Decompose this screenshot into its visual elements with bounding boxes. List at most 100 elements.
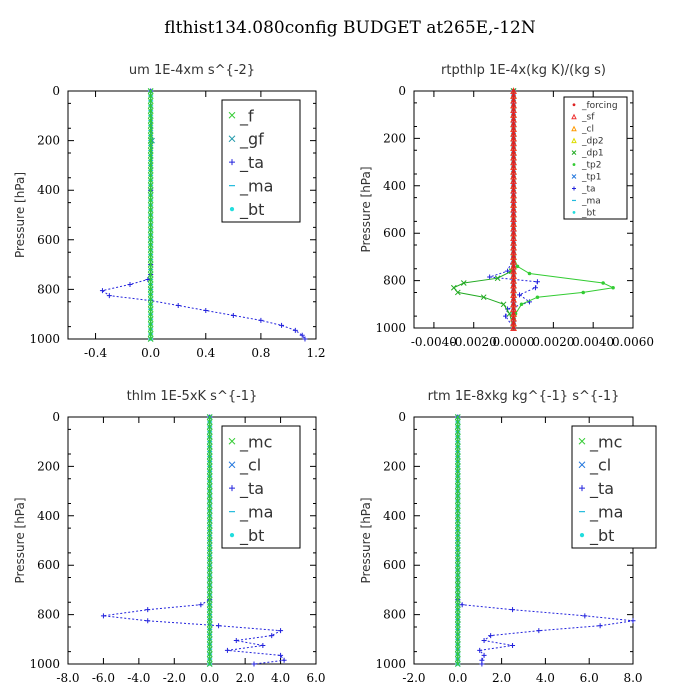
rtpthlp-legend-marker-dp1 — [571, 150, 577, 155]
um-point-f — [147, 177, 154, 184]
rtpthlp-legend-marker-forcing — [572, 103, 576, 107]
um-point-f — [147, 103, 154, 109]
rtpthlp-point-forcing — [511, 112, 516, 117]
rtm-point-ta — [597, 623, 603, 629]
rtm-x-tick-label: 0.0 — [448, 671, 467, 685]
rtm-y-tick-label: 600 — [383, 558, 406, 572]
rtpthlp-legend-marker-cl — [571, 125, 577, 132]
rtm-point-mc — [454, 572, 461, 578]
um-point-f — [147, 316, 154, 323]
thlm-y-tick-label: 200 — [37, 459, 60, 473]
thlm-point-mc — [206, 512, 213, 519]
rtm-point-mc — [454, 453, 461, 460]
um-point-ta — [299, 332, 305, 338]
thlm-point-mc — [206, 438, 213, 445]
thlm-point-mc — [206, 591, 213, 598]
um-point-f — [147, 207, 154, 213]
thlm-point-mc — [206, 463, 213, 470]
thlm-point-mc — [206, 453, 213, 460]
um-point-f — [147, 182, 154, 189]
rtpthlp-point-forcing — [511, 297, 516, 302]
thlm-point-mc — [206, 636, 213, 643]
thlm-legend-label-mc: _mc — [239, 432, 272, 452]
um-point-f — [147, 132, 154, 139]
um-point-f — [147, 88, 154, 94]
thlm-point-ta — [233, 638, 239, 644]
rtpthlp-point-dp1 — [500, 301, 507, 308]
rtpthlp-legend: _forcing _sf _cl _dp2 _dp1 _tp2 _tp1 _ta_ma _bt — [563, 96, 628, 220]
rtm-point-mc — [454, 522, 461, 529]
thlm-y-tick-label: 600 — [37, 558, 60, 572]
rtpthlp-point-forcing — [511, 150, 516, 155]
rtm-point-ta — [481, 638, 487, 644]
rtm-point-ta — [510, 607, 516, 613]
um-point-f — [147, 142, 154, 149]
um-point-f — [147, 202, 154, 208]
um-point-f — [147, 231, 154, 238]
um-point-f — [147, 241, 154, 248]
thlm-plot-frame — [67, 416, 317, 665]
thlm-point-mc — [206, 498, 213, 504]
rtpthlp-point-forcing — [511, 217, 516, 221]
rtm-point-mc — [454, 596, 461, 603]
rtm-point-mc — [454, 438, 461, 445]
rtpthlp-point-forcing — [511, 146, 516, 150]
um-point-f — [147, 222, 154, 228]
rtpthlp-legend-label-cl: _cl — [581, 125, 594, 135]
rtpthlp-series-forcing — [511, 89, 516, 330]
thlm-x-tick-label: -4.0 — [127, 671, 150, 685]
rtm-point-mc — [454, 414, 461, 420]
rtm-point-mc — [454, 661, 461, 667]
thlm-point-mc — [206, 582, 213, 588]
thlm-point-mc — [206, 646, 213, 653]
rtm-legend-marker-ta — [579, 485, 585, 492]
um-y-tick-label: 400 — [37, 183, 60, 197]
rtm-point-mc — [454, 419, 461, 425]
rtm-point-ta — [488, 633, 494, 639]
thlm-series-mc — [206, 414, 213, 667]
rtpthlp-point-tp2 — [535, 295, 540, 299]
rtpthlp-point-forcing — [511, 212, 516, 216]
rtpthlp-point-forcing — [511, 288, 516, 292]
um-point-f — [147, 107, 154, 114]
um-y-tick-label: 0 — [52, 84, 60, 98]
um-point-f — [147, 137, 154, 144]
rtpthlp-legend-label-tp1: _tp1 — [581, 173, 601, 183]
rtpthlp-point-forcing — [511, 98, 516, 103]
thlm-legend-label-cl: _cl — [239, 456, 261, 476]
um-point-f — [147, 212, 154, 218]
thlm-y-tick-label: 1000 — [29, 657, 60, 671]
um-panel-title: um 1E-4xm s^{-2} — [129, 63, 255, 78]
rtm-legend-box — [571, 425, 657, 549]
rtpthlp-point-forcing — [511, 207, 516, 212]
rtm-point-mc — [454, 463, 461, 470]
rtpthlp-point-forcing — [511, 179, 516, 183]
thlm-x-tick-label: 0.0 — [200, 671, 219, 685]
rtpthlp-point-forcing — [511, 236, 516, 240]
rtpthlp-legend-box — [563, 96, 628, 220]
chart-panel-um: um 1E-4xm s^{-2} 0 200 400 600 800 1000 -0.4 0.0… — [13, 63, 326, 360]
rtpthlp-point-forcing — [511, 269, 516, 273]
thlm-point-mc — [206, 508, 213, 514]
rtm-point-mc — [454, 443, 461, 450]
rtm-point-mc — [454, 532, 461, 539]
um-point-f — [147, 172, 154, 179]
um-y-tick-label: 800 — [37, 282, 60, 296]
rtpthlp-point-ta — [517, 292, 523, 298]
thlm-point-mc — [206, 641, 213, 648]
um-legend-label-ma: _ma — [239, 177, 273, 197]
um-point-f — [147, 291, 154, 298]
rtpthlp-point-forcing — [511, 259, 516, 264]
rtpthlp-point-forcing — [511, 283, 516, 288]
um-point-ta — [175, 303, 181, 309]
um-point-f — [147, 93, 154, 99]
um-point-f — [147, 251, 154, 258]
um-point-ta — [230, 312, 236, 318]
um-x-tick-label: 1.2 — [306, 346, 325, 360]
rtpthlp-y-tick-label: 1000 — [375, 321, 406, 335]
um-y-tick-label: 600 — [37, 233, 60, 247]
thlm-point-mc — [206, 443, 213, 450]
um-point-f — [147, 157, 154, 164]
um-legend-box — [221, 99, 301, 223]
um-point-f — [147, 246, 154, 253]
